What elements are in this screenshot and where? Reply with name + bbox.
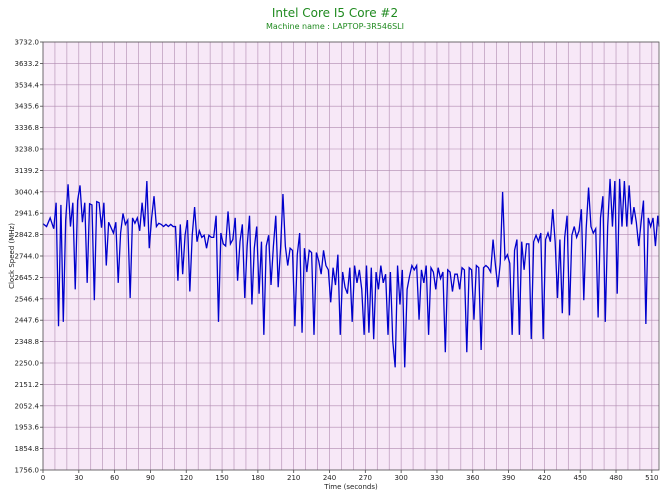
x-tick-label: 30 bbox=[74, 474, 83, 482]
x-tick-label: 150 bbox=[215, 474, 228, 482]
y-tick-label: 3336.8 bbox=[15, 124, 40, 132]
x-tick-label: 510 bbox=[645, 474, 658, 482]
y-axis-ticks: 3732.0 3633.2 3534.4 3435.6 3336.8 3238.0 3139… bbox=[15, 39, 43, 475]
chart-title: Intel Core I5 Core #2 bbox=[271, 6, 399, 20]
series-group bbox=[42, 178, 660, 368]
x-tick-label: 300 bbox=[394, 474, 407, 482]
y-tick-label: 2250.0 bbox=[15, 360, 40, 368]
grid-lines bbox=[42, 41, 659, 471]
x-tick-label: 60 bbox=[110, 474, 119, 482]
y-tick-label: 1854.8 bbox=[15, 445, 40, 453]
y-axis-label: Clock Speed (MHz) bbox=[8, 223, 16, 289]
x-axis-ticks: 0 30 60 90 120 150 180 210 240 270 300 330 360 390 420… bbox=[41, 470, 659, 482]
x-tick-label: 390 bbox=[502, 474, 515, 482]
y-tick-label: 3435.6 bbox=[15, 103, 40, 111]
x-tick-label: 420 bbox=[538, 474, 551, 482]
x-tick-label: 240 bbox=[323, 474, 336, 482]
x-axis-label: Time (seconds) bbox=[323, 483, 378, 491]
y-tick-label: 2447.6 bbox=[15, 317, 40, 325]
y-tick-label: 2941.6 bbox=[15, 210, 40, 218]
x-tick-label: 210 bbox=[287, 474, 300, 482]
x-tick-label: 450 bbox=[574, 474, 587, 482]
y-tick-label: 3238.0 bbox=[15, 146, 40, 154]
y-tick-label: 3534.4 bbox=[15, 81, 40, 89]
x-tick-label: 330 bbox=[430, 474, 443, 482]
y-tick-label: 2348.8 bbox=[15, 338, 40, 346]
y-tick-label: 2842.8 bbox=[15, 231, 40, 239]
y-tick-label: 3139.2 bbox=[15, 167, 40, 175]
y-tick-label: 3633.2 bbox=[15, 60, 40, 68]
y-tick-label: 3732.0 bbox=[15, 39, 40, 47]
x-tick-label: 180 bbox=[251, 474, 264, 482]
x-tick-label: 270 bbox=[359, 474, 372, 482]
x-tick-label: 480 bbox=[609, 474, 622, 482]
x-tick-label: 90 bbox=[146, 474, 155, 482]
plot-border bbox=[42, 41, 660, 471]
y-tick-label: 3040.4 bbox=[15, 188, 40, 196]
x-tick-label: 0 bbox=[41, 474, 45, 482]
x-tick-label: 360 bbox=[466, 474, 479, 482]
y-tick-label: 2546.4 bbox=[15, 295, 40, 303]
y-tick-label: 1953.6 bbox=[15, 424, 40, 432]
y-tick-label: 2645.2 bbox=[15, 274, 40, 282]
x-tick-label: 120 bbox=[180, 474, 193, 482]
y-tick-label: 1756.0 bbox=[15, 467, 40, 475]
y-tick-label: 2052.4 bbox=[15, 402, 40, 410]
series-line bbox=[42, 178, 660, 368]
y-tick-label: 2744.0 bbox=[15, 253, 40, 261]
y-tick-label: 2151.2 bbox=[15, 381, 40, 389]
chart-subtitle: Machine name : LAPTOP-3R546SLI bbox=[266, 22, 404, 31]
